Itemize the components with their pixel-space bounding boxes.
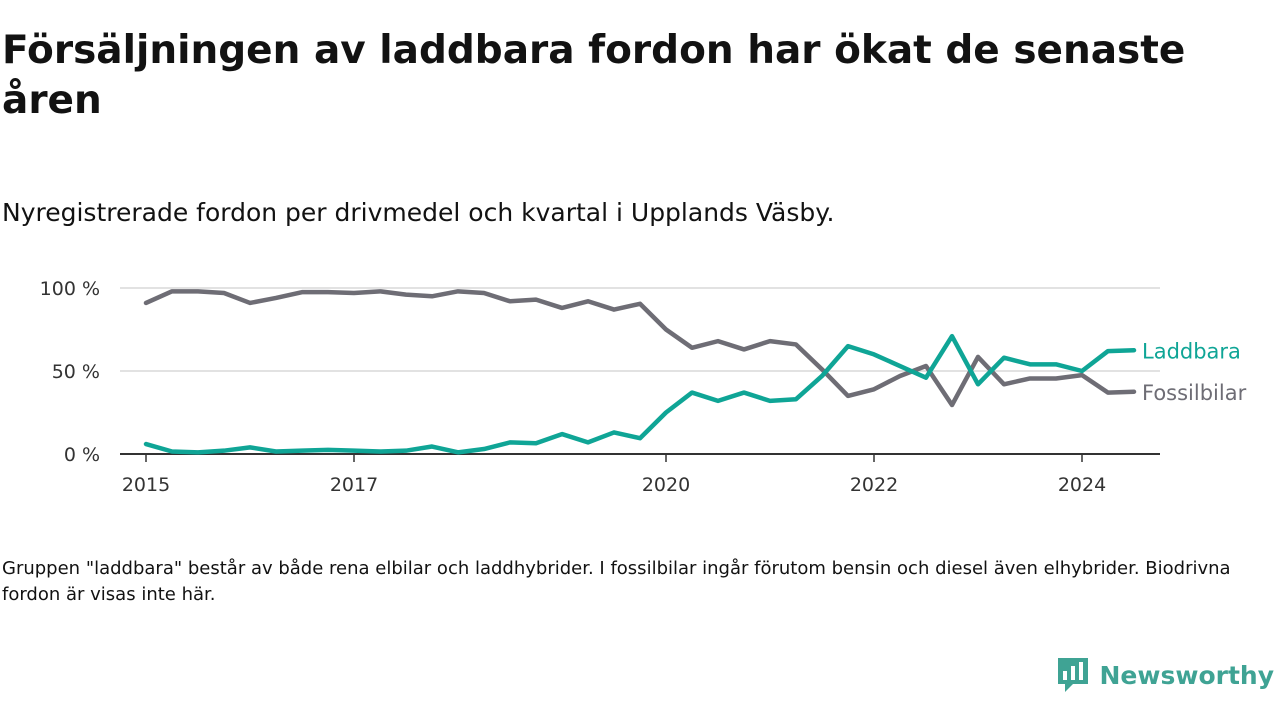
x-tick-label: 2017: [330, 474, 378, 496]
legend: Laddbara Fossilbilar: [1142, 339, 1247, 405]
series-lines: [143, 289, 1137, 455]
chart-title: Försäljningen av laddbara fordon har öka…: [2, 28, 1186, 123]
series-line-laddbara: [143, 333, 1137, 455]
newsworthy-logo-icon: [1057, 658, 1088, 692]
x-tick-label: 2022: [850, 474, 898, 496]
x-axis-ticks: 2015 2017 2020 2022 2024: [122, 454, 1106, 496]
y-tick-label: 100 %: [40, 278, 100, 300]
gridlines: [120, 287, 1160, 455]
legend-label-fossilbilar: Fossilbilar: [1142, 381, 1247, 405]
y-axis-ticks: 0 % 50 % 100 %: [40, 278, 100, 466]
legend-label-laddbara: Laddbara: [1142, 339, 1241, 363]
x-tick-label: 2020: [642, 474, 690, 496]
brand-logo[interactable]: Newsworthy: [1056, 656, 1275, 694]
x-tick-label: 2015: [122, 474, 170, 496]
x-tick-label: 2024: [1058, 474, 1106, 496]
y-tick-label: 50 %: [52, 361, 100, 383]
chart-subtitle: Nyregistrerade fordon per drivmedel och …: [2, 198, 835, 227]
line-chart: 0 % 50 % 100 % 2015 2017 2020 2022 2024 Laddba…: [40, 278, 1247, 496]
series-line-fossilbilar: [143, 289, 1137, 408]
y-tick-label: 0 %: [64, 444, 100, 466]
brand-name: Newsworthy: [1099, 660, 1275, 690]
footnote: Gruppen "laddbara" består av både rena e…: [2, 558, 1231, 605]
